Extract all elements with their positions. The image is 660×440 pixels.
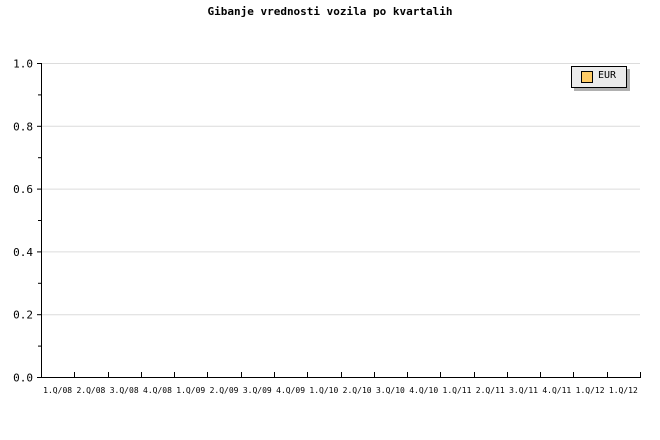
x-tick-label: 4.Q/11 [542,386,571,395]
x-tick-label: 4.Q/08 [143,386,172,395]
chart-title: Gibanje vrednosti vozila po kvartalih [207,5,453,18]
x-tick-label: 4.Q/09 [276,386,305,395]
x-tick-label: 1.Q/09 [176,386,205,395]
x-tick-label: 2.Q/08 [76,386,105,395]
x-tick-label: 1.Q/12 [576,386,605,395]
x-tick-label: 2.Q/11 [476,386,505,395]
y-tick-label: 1.0 [13,58,33,71]
x-tick-label: 2.Q/09 [210,386,239,395]
y-tick-label: 0.6 [13,183,33,196]
y-tick-label: 0.0 [13,372,33,385]
legend-label-eur: EUR [598,70,617,81]
x-tick-label: 3.Q/11 [509,386,538,395]
x-tick-label: 2.Q/10 [343,386,372,395]
x-tick-label: 1.Q/11 [443,386,472,395]
legend: EUR [571,66,627,88]
x-tick-label: 1.Q/08 [43,386,72,395]
x-tick-label: 3.Q/09 [243,386,272,395]
y-tick-label: 0.4 [13,246,33,259]
x-tick-label: 1.Q/10 [309,386,338,395]
x-tick-label: 1.Q/12 [609,386,638,395]
x-tick-label: 4.Q/10 [409,386,438,395]
y-tick-label: 0.2 [13,309,33,322]
y-tick-label: 0.8 [13,120,33,133]
x-tick-label: 3.Q/10 [376,386,405,395]
x-tick-label: 3.Q/08 [110,386,139,395]
legend-swatch-eur [581,71,593,83]
